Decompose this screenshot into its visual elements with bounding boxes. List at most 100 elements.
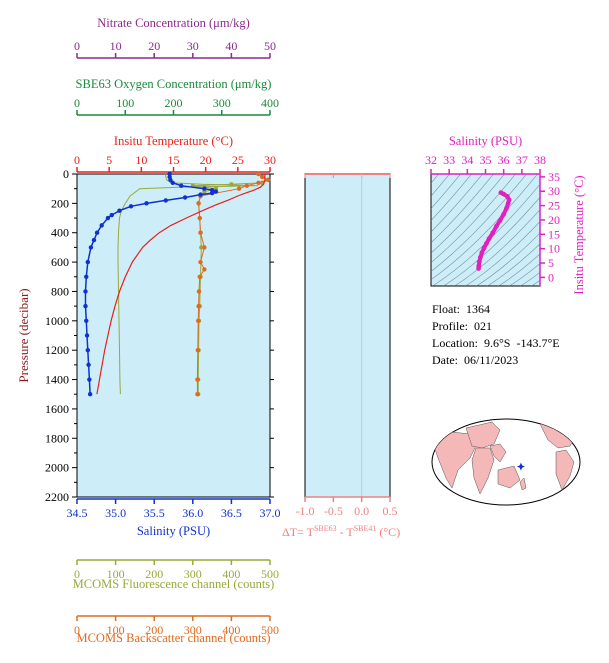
salinity-point	[109, 212, 114, 218]
fluorescence-axis-title: MCOMS Fluorescence channel (counts)	[73, 577, 275, 591]
isopycnal-line	[431, 174, 450, 197]
isopycnal-line	[442, 196, 540, 286]
delta-t-plot-area	[304, 173, 391, 498]
pressure-tick-label: 800	[51, 284, 69, 298]
ts-salinity-tick-label: 36	[498, 153, 510, 167]
ts-salinity-tick-label: 32	[425, 153, 437, 167]
nitrate-tick-label: 10	[110, 39, 122, 53]
ts-temperature-tick-label: 5	[548, 256, 554, 270]
pressure-tick-label: 400	[51, 226, 69, 240]
ts-salinity-tick-label: 38	[534, 153, 546, 167]
backscatter-point	[195, 347, 201, 353]
land-mass	[489, 443, 507, 463]
ts-isopycnals	[431, 174, 540, 286]
oxygen-tick-label: 400	[261, 96, 279, 110]
backscatter-point	[244, 183, 250, 188]
salinity-tick-label: 36.5	[221, 506, 242, 520]
main-plot-area	[76, 173, 271, 498]
pressure-tick-label: 1200	[45, 343, 69, 357]
pressure-tick-label: 2200	[45, 490, 69, 504]
temperature-tick-label: 15	[168, 153, 180, 167]
pressure-tick-label: 0	[63, 167, 69, 181]
oxygen-tick-label: 100	[116, 96, 134, 110]
ts-point	[479, 250, 485, 256]
salinity-tick-label: 35.0	[105, 506, 126, 520]
backscatter-point	[195, 392, 200, 397]
salinity-tick-label: 37.0	[260, 506, 281, 520]
salinity-point	[85, 347, 91, 353]
salinity-point	[86, 362, 91, 368]
salinity-tick-label: 36.0	[182, 506, 203, 520]
backscatter-point	[256, 171, 261, 177]
backscatter-point	[236, 186, 242, 191]
salinity-axis-title: Salinity (PSU)	[137, 524, 210, 538]
salinity-point	[209, 190, 215, 196]
fluorescence-point	[199, 245, 204, 250]
backscatter-point	[202, 267, 207, 272]
ts-salinity-tick-label: 37	[516, 153, 528, 167]
float-location-marker	[516, 462, 525, 471]
salinity-point	[83, 303, 88, 309]
fluorescence-tick-label: 0	[74, 567, 80, 581]
backscatter-tick-label: 400	[222, 623, 240, 637]
ts-point	[486, 236, 492, 242]
pressure-tick-label: 1400	[45, 373, 69, 387]
salinity-point	[84, 274, 89, 279]
isopycnal-line	[431, 174, 505, 254]
nitrate-tick-label: 0	[74, 39, 80, 53]
ts-salinity-title: Salinity (PSU)	[449, 134, 522, 148]
temperature-tick-label: 25	[232, 153, 244, 167]
isopycnal-line	[431, 174, 472, 221]
backscatter-point	[196, 318, 201, 324]
ts-temperature-tick-label: 15	[548, 227, 560, 241]
ts-temperature-tick-label: 10	[548, 242, 560, 256]
salinity-point	[105, 215, 111, 221]
fluorescence-tick-label: 200	[145, 567, 163, 581]
salinity-point	[91, 237, 97, 243]
salinity-point	[179, 183, 184, 188]
ts-temperature-tick-label: 30	[548, 184, 560, 198]
temperature-axis-title: Insitu Temperature (°C)	[114, 134, 233, 148]
salinity-point	[144, 201, 149, 206]
fluorescence-tick-label: 400	[222, 567, 240, 581]
temperature-series-line	[96, 174, 266, 395]
ts-salinity-tick-label: 33	[443, 153, 455, 167]
ts-temperature-tick-label: 25	[548, 199, 560, 213]
ts-point	[478, 254, 483, 260]
delta-t-tick-label: -0.5	[324, 504, 343, 518]
land-mass	[432, 431, 477, 489]
salinity-point	[83, 289, 88, 294]
salinity-point	[85, 259, 91, 265]
backscatter-tick-label: 500	[261, 623, 279, 637]
isopycnal-line	[431, 174, 494, 244]
profile-label: Profile: 021	[432, 319, 492, 333]
ts-temperature-title: Insitu Temperature (°C)	[572, 175, 586, 294]
salinity-point	[163, 198, 168, 203]
pressure-axis-label: Pressure (decibar)	[16, 288, 31, 382]
oxygen-series-line	[117, 173, 258, 395]
ts-point	[481, 245, 487, 251]
ts-point	[504, 194, 510, 199]
backscatter-point	[260, 174, 265, 180]
oxygen-tick-label: 300	[213, 96, 231, 110]
backscatter-point	[265, 177, 271, 183]
backscatter-tick-label: 200	[145, 623, 163, 637]
nitrate-tick-label: 30	[187, 39, 199, 53]
isopycnal-line	[475, 232, 540, 286]
oxygen-tick-label: 0	[74, 96, 80, 110]
salinity-point	[213, 189, 219, 194]
ts-point	[501, 211, 507, 217]
backscatter-point	[197, 274, 202, 279]
salinity-point	[198, 192, 203, 197]
oxygen-tick-label: 200	[165, 96, 183, 110]
ts-temperature-tick-label: 20	[548, 213, 560, 227]
ts-point	[484, 241, 489, 246]
ts-salinity-tick-label: 34	[461, 153, 473, 167]
pressure-tick-label: 1600	[45, 402, 69, 416]
delta-t-tick-label: 0.5	[383, 504, 398, 518]
salinity-point	[168, 177, 173, 183]
salinity-point	[88, 245, 94, 250]
backscatter-point	[196, 289, 202, 294]
